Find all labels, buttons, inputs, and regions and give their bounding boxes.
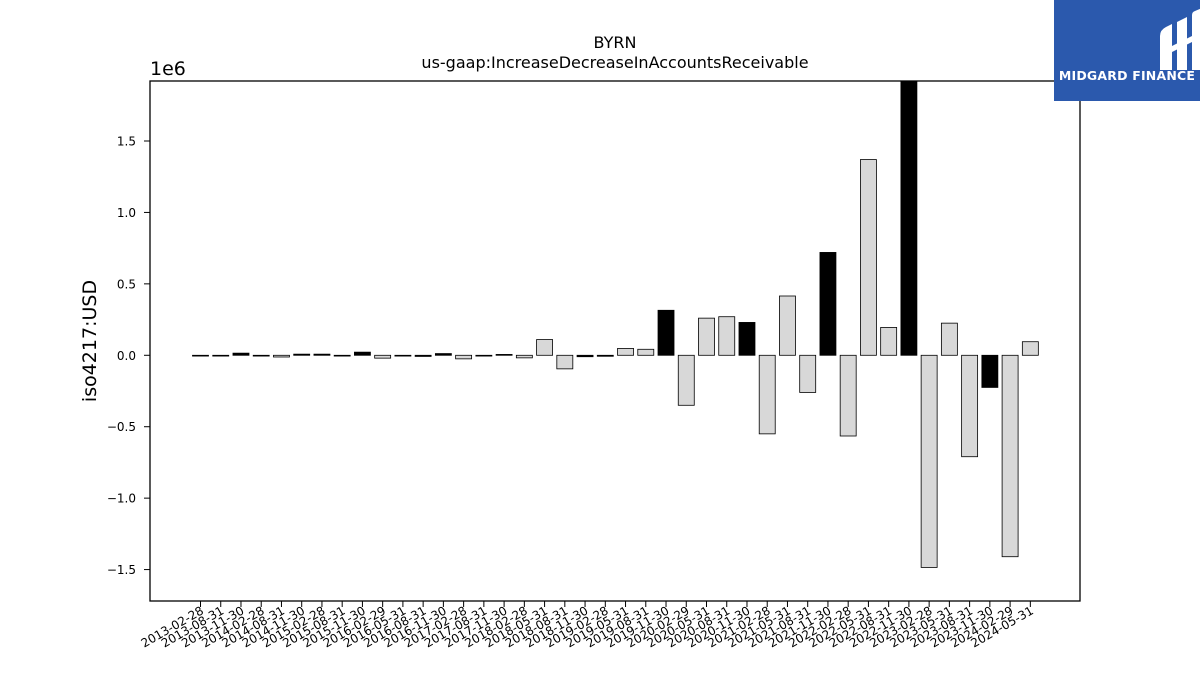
bar-2014-02-28 xyxy=(252,354,270,357)
bar-2019-05-31 xyxy=(617,348,634,356)
bar-2018-08-31 xyxy=(556,354,574,370)
bar-2016-02-29 xyxy=(374,354,392,359)
bar-2014-08-31 xyxy=(273,354,290,358)
bar-2017-11-30 xyxy=(495,354,513,356)
bar-2019-02-28 xyxy=(596,354,614,357)
bar-2018-05-31 xyxy=(536,339,553,356)
bar-2015-11-30 xyxy=(354,351,371,356)
y-tick-label: 0.0 xyxy=(117,349,136,363)
bar-2015-08-31 xyxy=(333,354,351,357)
y-tick-label: −0.5 xyxy=(107,420,136,434)
bar-2020-08-31 xyxy=(718,316,736,356)
bar-2023-02-28 xyxy=(920,354,938,568)
bar-2023-05-31 xyxy=(940,322,958,356)
logo-text: MIDGARD FINANCE xyxy=(1058,68,1196,83)
bar-2018-02-28 xyxy=(515,354,533,359)
plot-frame xyxy=(149,80,1081,602)
bar-2022-11-30 xyxy=(900,80,918,356)
bar-series xyxy=(192,80,1039,568)
bar-2016-11-30 xyxy=(434,353,452,356)
bar-2022-02-28 xyxy=(839,354,857,437)
y-tick-label: 1.0 xyxy=(117,206,136,220)
chart-title: BYRN xyxy=(594,33,637,52)
bar-2023-11-30 xyxy=(981,354,999,388)
bar-2021-02-28 xyxy=(758,354,776,435)
bar-2019-11-30 xyxy=(657,309,675,356)
y-offset-text: 1e6 xyxy=(150,58,186,80)
bar-2014-11-30 xyxy=(293,353,311,356)
chart-subtitle: us-gaap:IncreaseDecreaseInAccountsReceiv… xyxy=(421,53,808,72)
x-axis-ticks: 2013-02-282013-08-312013-11-302014-02-28… xyxy=(139,601,1036,650)
bar-2021-05-31 xyxy=(779,295,796,356)
y-tick-label: −1.5 xyxy=(107,563,136,577)
bar-2015-02-28 xyxy=(313,353,331,356)
bar-2022-05-31 xyxy=(860,159,877,356)
bar-2020-11-30 xyxy=(738,322,756,356)
y-axis-ticks: −1.5 −1.0 −0.5 0.0 0.5 1.0 1.5 xyxy=(107,135,150,577)
bar-2013-11-30 xyxy=(232,352,250,356)
bar-2017-02-28 xyxy=(455,354,473,360)
bar-2020-02-29 xyxy=(677,354,695,406)
bar-2013-08-31 xyxy=(212,354,230,357)
bar-2021-11-30 xyxy=(819,252,837,356)
midgard-logo-icon xyxy=(1160,8,1200,70)
midgard-finance-logo: MIDGARD FINANCE xyxy=(1054,0,1200,101)
y-tick-label: 1.5 xyxy=(117,135,136,149)
bar-2024-05-31 xyxy=(1021,341,1039,356)
bar-2016-08-31 xyxy=(414,354,432,357)
bar-2023-08-31 xyxy=(961,354,979,458)
y-tick-label: 0.5 xyxy=(117,277,136,291)
bar-2020-05-31 xyxy=(698,317,715,356)
bar-2016-05-31 xyxy=(394,354,412,357)
y-axis-label: iso4217:USD xyxy=(79,280,101,402)
bar-2021-08-31 xyxy=(799,354,817,393)
bar-2017-08-31 xyxy=(475,354,493,357)
bar-2018-11-30 xyxy=(576,354,594,358)
bar-2024-02-29 xyxy=(1001,354,1019,558)
bar-2022-08-31 xyxy=(880,327,898,356)
bar-2013-02-28 xyxy=(192,354,209,357)
y-tick-label: −1.0 xyxy=(107,492,136,506)
bar-2019-08-31 xyxy=(637,348,655,356)
